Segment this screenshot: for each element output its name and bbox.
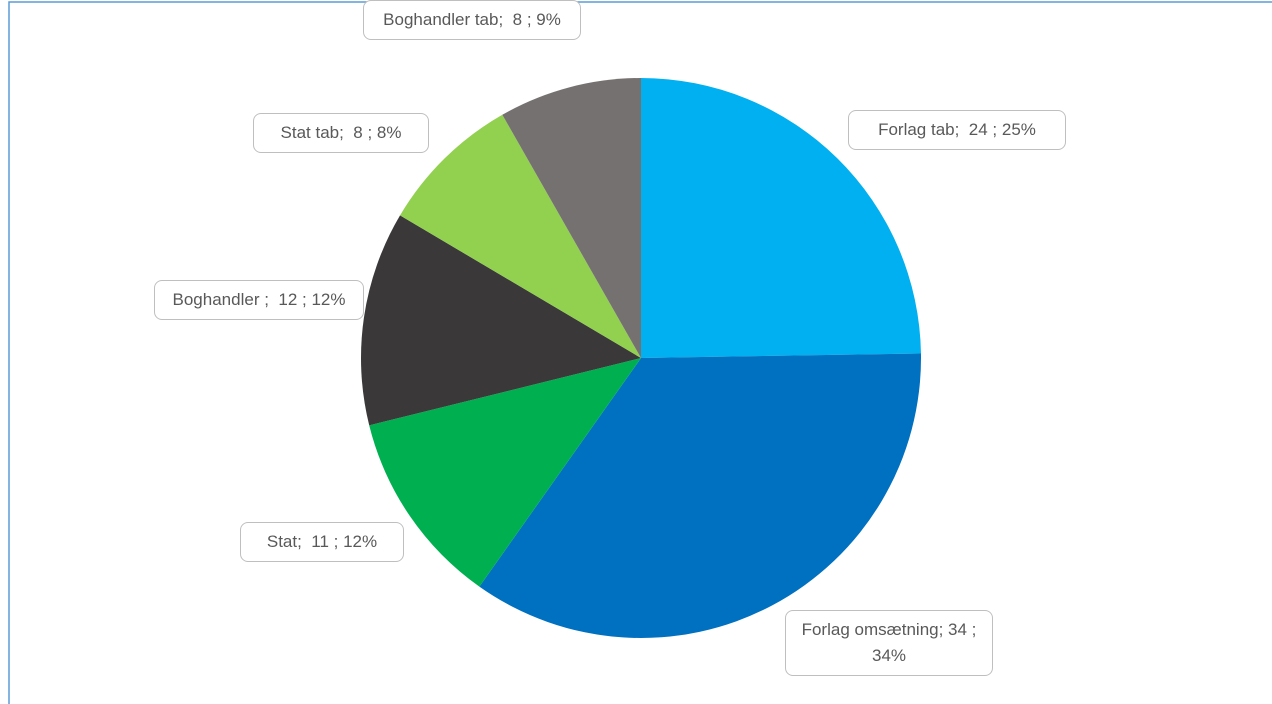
pie-slice: [479, 353, 922, 638]
chart-frame: [8, 1, 1272, 704]
data-label: Stat; 11 ; 12%: [240, 522, 404, 562]
data-label: Forlag tab; 24 ; 25%: [848, 110, 1066, 150]
data-label: Forlag omsætning; 34 ; 34%: [785, 610, 993, 676]
pie-slice: [400, 114, 641, 358]
data-label: Stat tab; 8 ; 8%: [253, 113, 429, 153]
data-label: Boghandler ; 12 ; 12%: [154, 280, 364, 320]
pie-slice: [502, 78, 641, 358]
pie-slice: [641, 78, 921, 358]
pie-slice: [369, 358, 641, 587]
pie-slice: [361, 215, 641, 426]
data-label: Boghandler tab; 8 ; 9%: [363, 0, 581, 40]
